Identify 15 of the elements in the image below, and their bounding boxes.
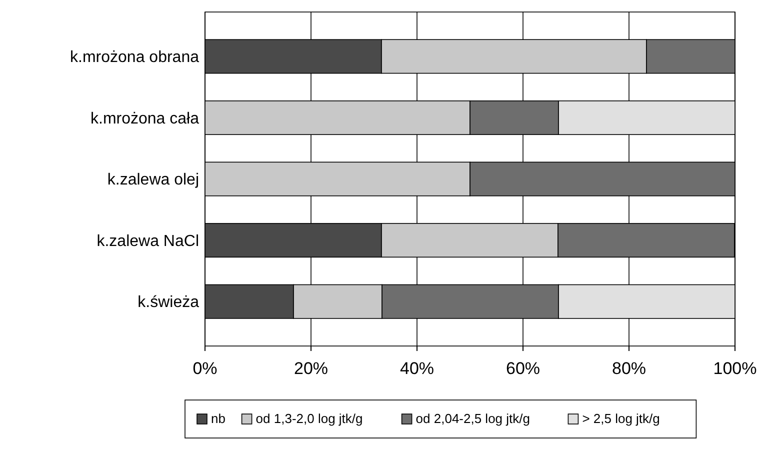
y-tick-label: k.świeża xyxy=(138,294,200,312)
y-tick-label: k.mrożona cała xyxy=(90,110,200,128)
legend-label: od 2,04-2,5 log jtk/g xyxy=(416,411,530,426)
y-tick-label: k.zalewa olej xyxy=(107,172,199,189)
legend-label: nb xyxy=(211,411,226,426)
x-tick-label: 0% xyxy=(192,359,218,378)
x-tick-label: 40% xyxy=(400,359,434,378)
x-tick-label: 80% xyxy=(612,359,646,378)
legend-label: > 2,5 log jtk/g xyxy=(582,411,660,426)
legend-label: od 1,3-2,0 log jtk/g xyxy=(256,411,363,426)
x-tick-label: 60% xyxy=(506,359,540,378)
y-tick-label: k.zalewa NaCl xyxy=(96,232,199,250)
x-tick-label: 100% xyxy=(713,359,757,378)
y-tick-label: k.mrożona obrana xyxy=(70,49,200,66)
x-tick-label: 20% xyxy=(294,359,328,378)
